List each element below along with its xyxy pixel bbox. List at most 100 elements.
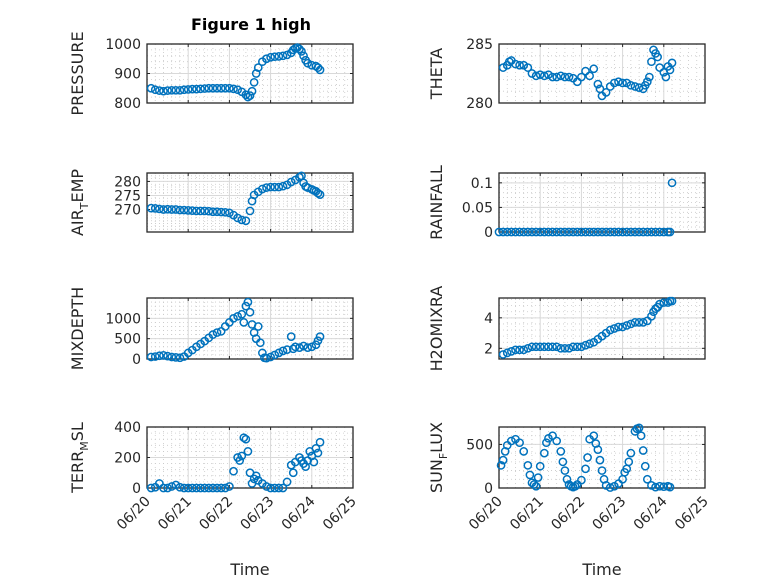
x-tick-label: 06/20: [114, 494, 154, 534]
data-point: [282, 50, 292, 60]
data-point: [614, 322, 623, 332]
data-point: [258, 184, 267, 194]
data-point: [523, 63, 533, 72]
subplot-6: 2 4 H2OMIXRA: [427, 286, 706, 371]
data-point: [237, 451, 247, 461]
axes-frame: [498, 172, 706, 233]
data-point: [266, 483, 275, 493]
data-point: [274, 52, 284, 61]
data-point: [515, 345, 524, 355]
y-tick-label: 1000: [105, 311, 141, 327]
data-point: [204, 483, 214, 493]
data-point: [544, 342, 553, 352]
data-point: [288, 344, 298, 354]
y-axis-label: AIRTEMP: [68, 169, 91, 236]
data-point: [558, 457, 568, 467]
x-tick-label: 06/23: [590, 494, 630, 534]
data-point: [531, 481, 541, 491]
data-point: [548, 431, 557, 441]
data-point: [315, 65, 325, 75]
data-point: [647, 481, 656, 490]
data-point: [610, 227, 619, 237]
data-point: [288, 468, 298, 478]
data-point: [626, 227, 636, 237]
data-point: [220, 207, 230, 217]
data-point: [614, 77, 623, 87]
data-point: [163, 86, 172, 95]
y-tick-label: 0: [132, 481, 141, 497]
data-point: [171, 353, 181, 362]
data-point: [266, 182, 275, 192]
data-point: [249, 78, 259, 87]
data-point: [624, 457, 634, 467]
data-point: [533, 473, 543, 482]
data-point: [200, 206, 210, 216]
data-point: [535, 461, 545, 471]
data-point: [295, 343, 304, 352]
data-point: [659, 482, 669, 492]
data-point: [187, 483, 197, 493]
data-point: [605, 325, 615, 335]
data-point: [601, 227, 611, 237]
data-point: [535, 227, 545, 237]
data-point: [552, 72, 562, 82]
y-tick-label: 900: [114, 67, 141, 83]
data-point: [560, 466, 570, 475]
data-point: [556, 71, 566, 81]
data-point: [548, 227, 557, 237]
y-tick-label: 400: [114, 420, 141, 436]
data-point: [655, 299, 665, 309]
data-point: [270, 182, 280, 192]
data-point: [187, 84, 197, 94]
data-point: [552, 436, 562, 446]
data-point: [196, 483, 205, 493]
data-point: [593, 79, 603, 89]
data-point: [159, 205, 168, 214]
data-point: [519, 227, 529, 237]
data-point: [581, 464, 590, 474]
data-point: [187, 206, 197, 215]
data-point: [241, 434, 251, 444]
data-point: [507, 347, 516, 356]
data-point: [651, 227, 660, 237]
data-point: [159, 483, 168, 493]
data-point: [663, 298, 673, 307]
data-point: [303, 58, 313, 68]
data-point: [647, 57, 656, 67]
y-tick-label: 0.1: [471, 176, 493, 192]
data-point: [278, 483, 288, 493]
data-point: [634, 423, 644, 433]
y-tick-label: 500: [466, 437, 493, 453]
data-point: [560, 343, 570, 353]
data-point: [589, 227, 599, 237]
x-axis-label: Time: [581, 560, 621, 579]
data-point: [548, 342, 557, 352]
data-point: [286, 177, 296, 187]
data-point: [303, 343, 313, 352]
data-point: [297, 47, 306, 56]
subplot-8: 0 500 SUNFLUX 06/20 06/21 06/22 06/23 06/24 06/2…: [427, 422, 712, 579]
data-point: [667, 296, 677, 306]
data-point: [618, 322, 627, 332]
data-point: [653, 52, 662, 62]
subplot-5: 0 500 1000 MIXDEPTH: [68, 287, 354, 370]
data-point: [200, 84, 210, 93]
data-point: [212, 328, 222, 337]
data-point: [155, 204, 164, 214]
data-point: [212, 83, 222, 93]
data-series: [498, 296, 677, 359]
subplot-2: 280 285 THETA: [427, 37, 706, 112]
data-point: [175, 482, 185, 492]
data-point: [247, 86, 257, 96]
data-point: [311, 444, 321, 453]
data-point: [626, 80, 636, 90]
data-point: [577, 475, 586, 485]
data-point: [614, 227, 623, 237]
data-point: [496, 460, 506, 470]
data-point: [282, 345, 292, 354]
data-point: [515, 438, 524, 448]
data-point: [519, 447, 529, 456]
data-point: [647, 227, 656, 237]
x-tick-label: 06/22: [196, 494, 236, 534]
